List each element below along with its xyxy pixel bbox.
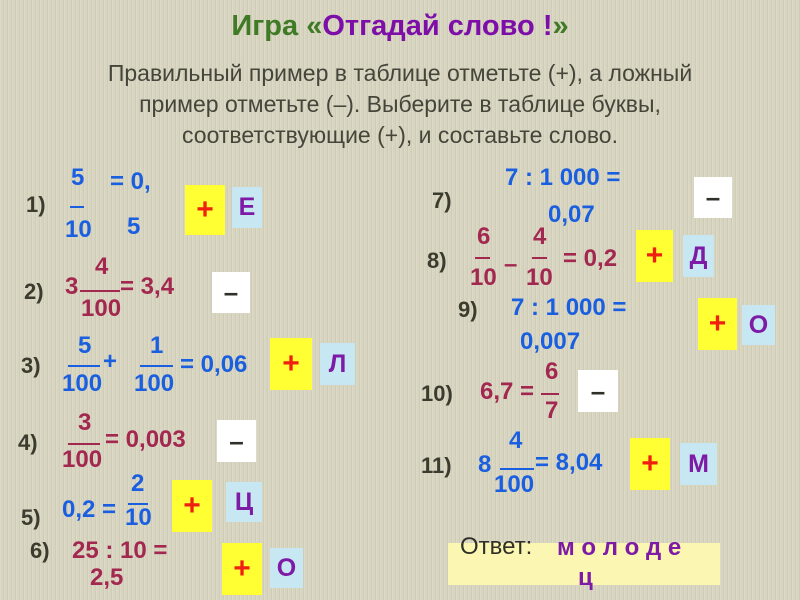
expression: 0,007	[520, 328, 581, 355]
expression: 2,5	[90, 564, 124, 591]
expression: = 0,06	[180, 351, 248, 378]
denominator: 10	[125, 504, 152, 531]
letter-card[interactable]: Д	[683, 235, 714, 277]
example-number: 8)	[427, 248, 447, 273]
example-number: 10)	[421, 381, 453, 406]
letter-card[interactable]: Л	[320, 343, 355, 385]
title-main: Отгадай слово !	[322, 10, 553, 42]
plus-mark[interactable]: +	[630, 438, 670, 490]
answer-label: Ответ:	[460, 533, 533, 560]
expression: = 0,003	[105, 426, 186, 453]
example-number: 3)	[21, 353, 41, 378]
answer-box	[448, 543, 720, 585]
numerator: 3	[78, 409, 92, 436]
example-number: 1)	[26, 192, 46, 217]
answer-word: м о л о д е	[557, 534, 682, 561]
plus-mark[interactable]: +	[172, 480, 212, 532]
whole-part: 8	[478, 451, 492, 478]
numerator: 6	[545, 358, 559, 385]
letter-card[interactable]: О	[742, 305, 775, 345]
example-number: 2)	[24, 279, 44, 304]
fraction-bar	[128, 503, 148, 505]
numerator: 6	[477, 223, 491, 250]
example-number: 9)	[458, 297, 478, 322]
numerator: 5	[71, 164, 85, 191]
numerator: 4	[509, 427, 523, 454]
plus-mark[interactable]: +	[222, 543, 262, 595]
fraction-bar	[68, 365, 100, 367]
plus-mark[interactable]: +	[185, 185, 225, 235]
fraction-bar	[140, 365, 173, 367]
expression: 0,07	[548, 201, 595, 228]
expression: = 3,4	[120, 273, 175, 300]
denominator: 100	[62, 446, 103, 473]
example-number: 6)	[30, 538, 50, 563]
expression: 7 : 1 000 =	[511, 294, 627, 321]
denominator: 7	[545, 397, 559, 424]
fraction-bar	[68, 443, 100, 445]
expression: 6,7 =	[480, 378, 535, 405]
fraction-bar	[70, 206, 84, 208]
expression: = 8,04	[535, 449, 603, 476]
operator: –	[504, 251, 518, 278]
letter-card[interactable]: Ц	[226, 482, 262, 522]
fraction-bar	[80, 290, 120, 292]
denominator: 100	[494, 471, 535, 498]
denominator: 100	[134, 370, 175, 397]
expression: 5	[127, 213, 141, 240]
denominator: 100	[62, 370, 103, 397]
example-number: 7)	[432, 188, 452, 213]
example-number: 11)	[421, 453, 452, 478]
whole-part: 3	[65, 273, 79, 300]
minus-mark[interactable]: –	[217, 420, 256, 462]
operator: +	[103, 348, 118, 375]
instruction-line: пример отметьте (–). Выберите в таблице …	[139, 91, 661, 117]
expression: 7 : 1 000 =	[505, 164, 621, 191]
plus-mark[interactable]: +	[636, 230, 673, 282]
denominator: 100	[81, 295, 122, 322]
answer-word: ц	[578, 564, 593, 591]
plus-mark[interactable]: +	[698, 298, 737, 350]
fraction-bar	[475, 257, 490, 259]
title-suffix: »	[552, 10, 569, 42]
fraction-bar	[541, 393, 559, 395]
expression: = 0,2	[563, 245, 618, 272]
slide-title: Игра «Отгадай слово !»	[0, 10, 800, 43]
fraction-bar	[500, 468, 534, 470]
minus-mark[interactable]: –	[694, 177, 732, 218]
minus-mark[interactable]: –	[212, 272, 250, 313]
numerator: 2	[131, 470, 145, 497]
letter-card[interactable]: О	[270, 548, 303, 588]
title-prefix: Игра «	[231, 10, 323, 42]
numerator: 4	[95, 253, 109, 280]
minus-mark[interactable]: –	[578, 370, 618, 412]
numerator: 5	[78, 332, 92, 359]
instruction-line: соответствующие (+), и составьте слово.	[182, 122, 618, 148]
denominator: 10	[526, 264, 553, 291]
letter-card[interactable]: Е	[232, 187, 262, 228]
denominator: 10	[470, 264, 497, 291]
expression: 0,2 =	[62, 496, 117, 523]
expression: 25 : 10 =	[72, 537, 168, 564]
numerator: 1	[150, 332, 164, 359]
expression: = 0,	[110, 168, 151, 195]
instruction-line: Правильный пример в таблице отметьте (+)…	[107, 60, 693, 86]
denominator: 10	[65, 216, 92, 243]
fraction-bar	[532, 257, 547, 259]
plus-mark[interactable]: +	[270, 338, 312, 390]
instructions: Правильный пример в таблице отметьте (+)…	[0, 58, 800, 151]
example-number: 5)	[21, 505, 41, 530]
letter-card[interactable]: М	[680, 443, 717, 485]
numerator: 4	[533, 223, 547, 250]
example-number: 4)	[18, 430, 38, 455]
